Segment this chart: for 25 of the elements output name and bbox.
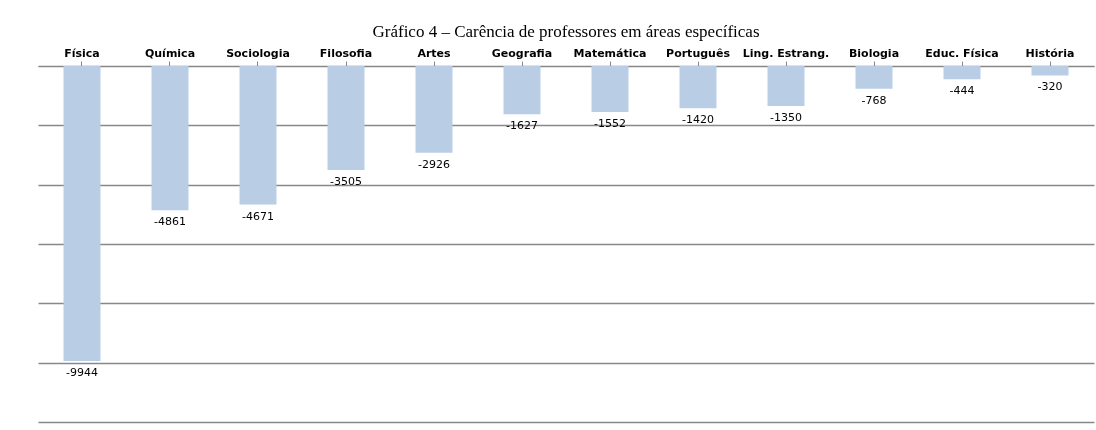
data-label: -1350 xyxy=(770,111,802,125)
x-tick-label: Geografia xyxy=(491,46,553,60)
data-label: -3505 xyxy=(330,174,362,188)
x-tick-label: Biologia xyxy=(848,46,900,60)
data-label: -1420 xyxy=(682,113,714,127)
x-tick-label: Artes xyxy=(417,46,452,60)
data-label: -4671 xyxy=(242,209,274,223)
x-tick-label: Química xyxy=(144,46,196,60)
x-tick-label: Ling. Estrang. xyxy=(742,46,830,60)
data-label: -1552 xyxy=(594,117,626,131)
x-tick-label: Física xyxy=(64,46,100,60)
data-label: -444 xyxy=(949,84,975,98)
data-label: -1627 xyxy=(506,119,538,133)
x-tick-label: Filosofia xyxy=(319,46,373,60)
data-label: -768 xyxy=(861,93,887,107)
x-tick-label: Matemática xyxy=(573,46,647,60)
data-label: -320 xyxy=(1037,80,1063,94)
chart-title: Gráfico 4 – Carência de professores em áreas específicas xyxy=(372,22,760,41)
data-label: -9944 xyxy=(66,366,98,380)
x-tick-label: Sociologia xyxy=(226,46,290,60)
data-label: -2926 xyxy=(418,157,450,171)
data-label: -4861 xyxy=(154,215,186,229)
x-tick-label: Português xyxy=(666,46,731,60)
x-tick-label: História xyxy=(1025,46,1075,60)
x-tick-label: Educ. Física xyxy=(925,46,999,60)
